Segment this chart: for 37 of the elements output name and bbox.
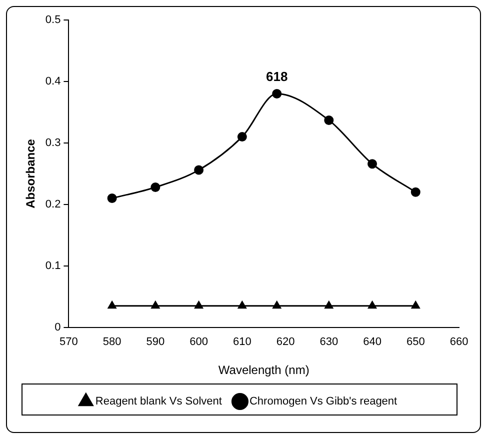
x-axis-title: Wavelength (nm) bbox=[218, 363, 310, 378]
y-tick-label: 0.3 bbox=[45, 136, 61, 149]
x-tick-label: 610 bbox=[232, 336, 252, 348]
point bbox=[368, 159, 378, 169]
x-tick-label: 650 bbox=[406, 336, 425, 348]
y-tick-label: 0.2 bbox=[45, 198, 61, 210]
x-tick-label: 570 bbox=[60, 336, 78, 348]
legend-label: Chromogen Vs Gibb's reagent bbox=[249, 396, 398, 408]
x-tick-label: 590 bbox=[146, 336, 165, 348]
point bbox=[272, 301, 282, 309]
point bbox=[410, 187, 420, 197]
point bbox=[324, 301, 334, 309]
y-tick-label: 0.5 bbox=[45, 14, 61, 26]
point bbox=[237, 132, 247, 142]
y-axis-title: Absorbance bbox=[24, 138, 38, 208]
point bbox=[108, 301, 116, 309]
y-tick-label: 0 bbox=[54, 321, 61, 334]
x-tick-label: 600 bbox=[190, 336, 208, 348]
legend-label: Reagent blank Vs Solvent bbox=[95, 396, 222, 408]
x-tick-label: 630 bbox=[320, 336, 338, 348]
point bbox=[272, 89, 282, 99]
x-tick-label: 640 bbox=[363, 336, 382, 348]
x-tick-label: 660 bbox=[450, 336, 468, 348]
x-tick-label: 580 bbox=[102, 336, 122, 348]
x-tick-label: 620 bbox=[276, 336, 295, 348]
y-tick-label: 0.1 bbox=[45, 260, 61, 272]
point bbox=[194, 165, 204, 175]
annotation: 618 bbox=[266, 68, 288, 84]
point bbox=[194, 301, 204, 309]
point bbox=[107, 194, 117, 204]
point bbox=[324, 115, 334, 125]
point bbox=[150, 182, 160, 192]
y-tick-label: 0.4 bbox=[45, 76, 61, 88]
point bbox=[151, 301, 160, 309]
point bbox=[411, 301, 420, 309]
point bbox=[368, 301, 376, 309]
point bbox=[238, 301, 246, 309]
